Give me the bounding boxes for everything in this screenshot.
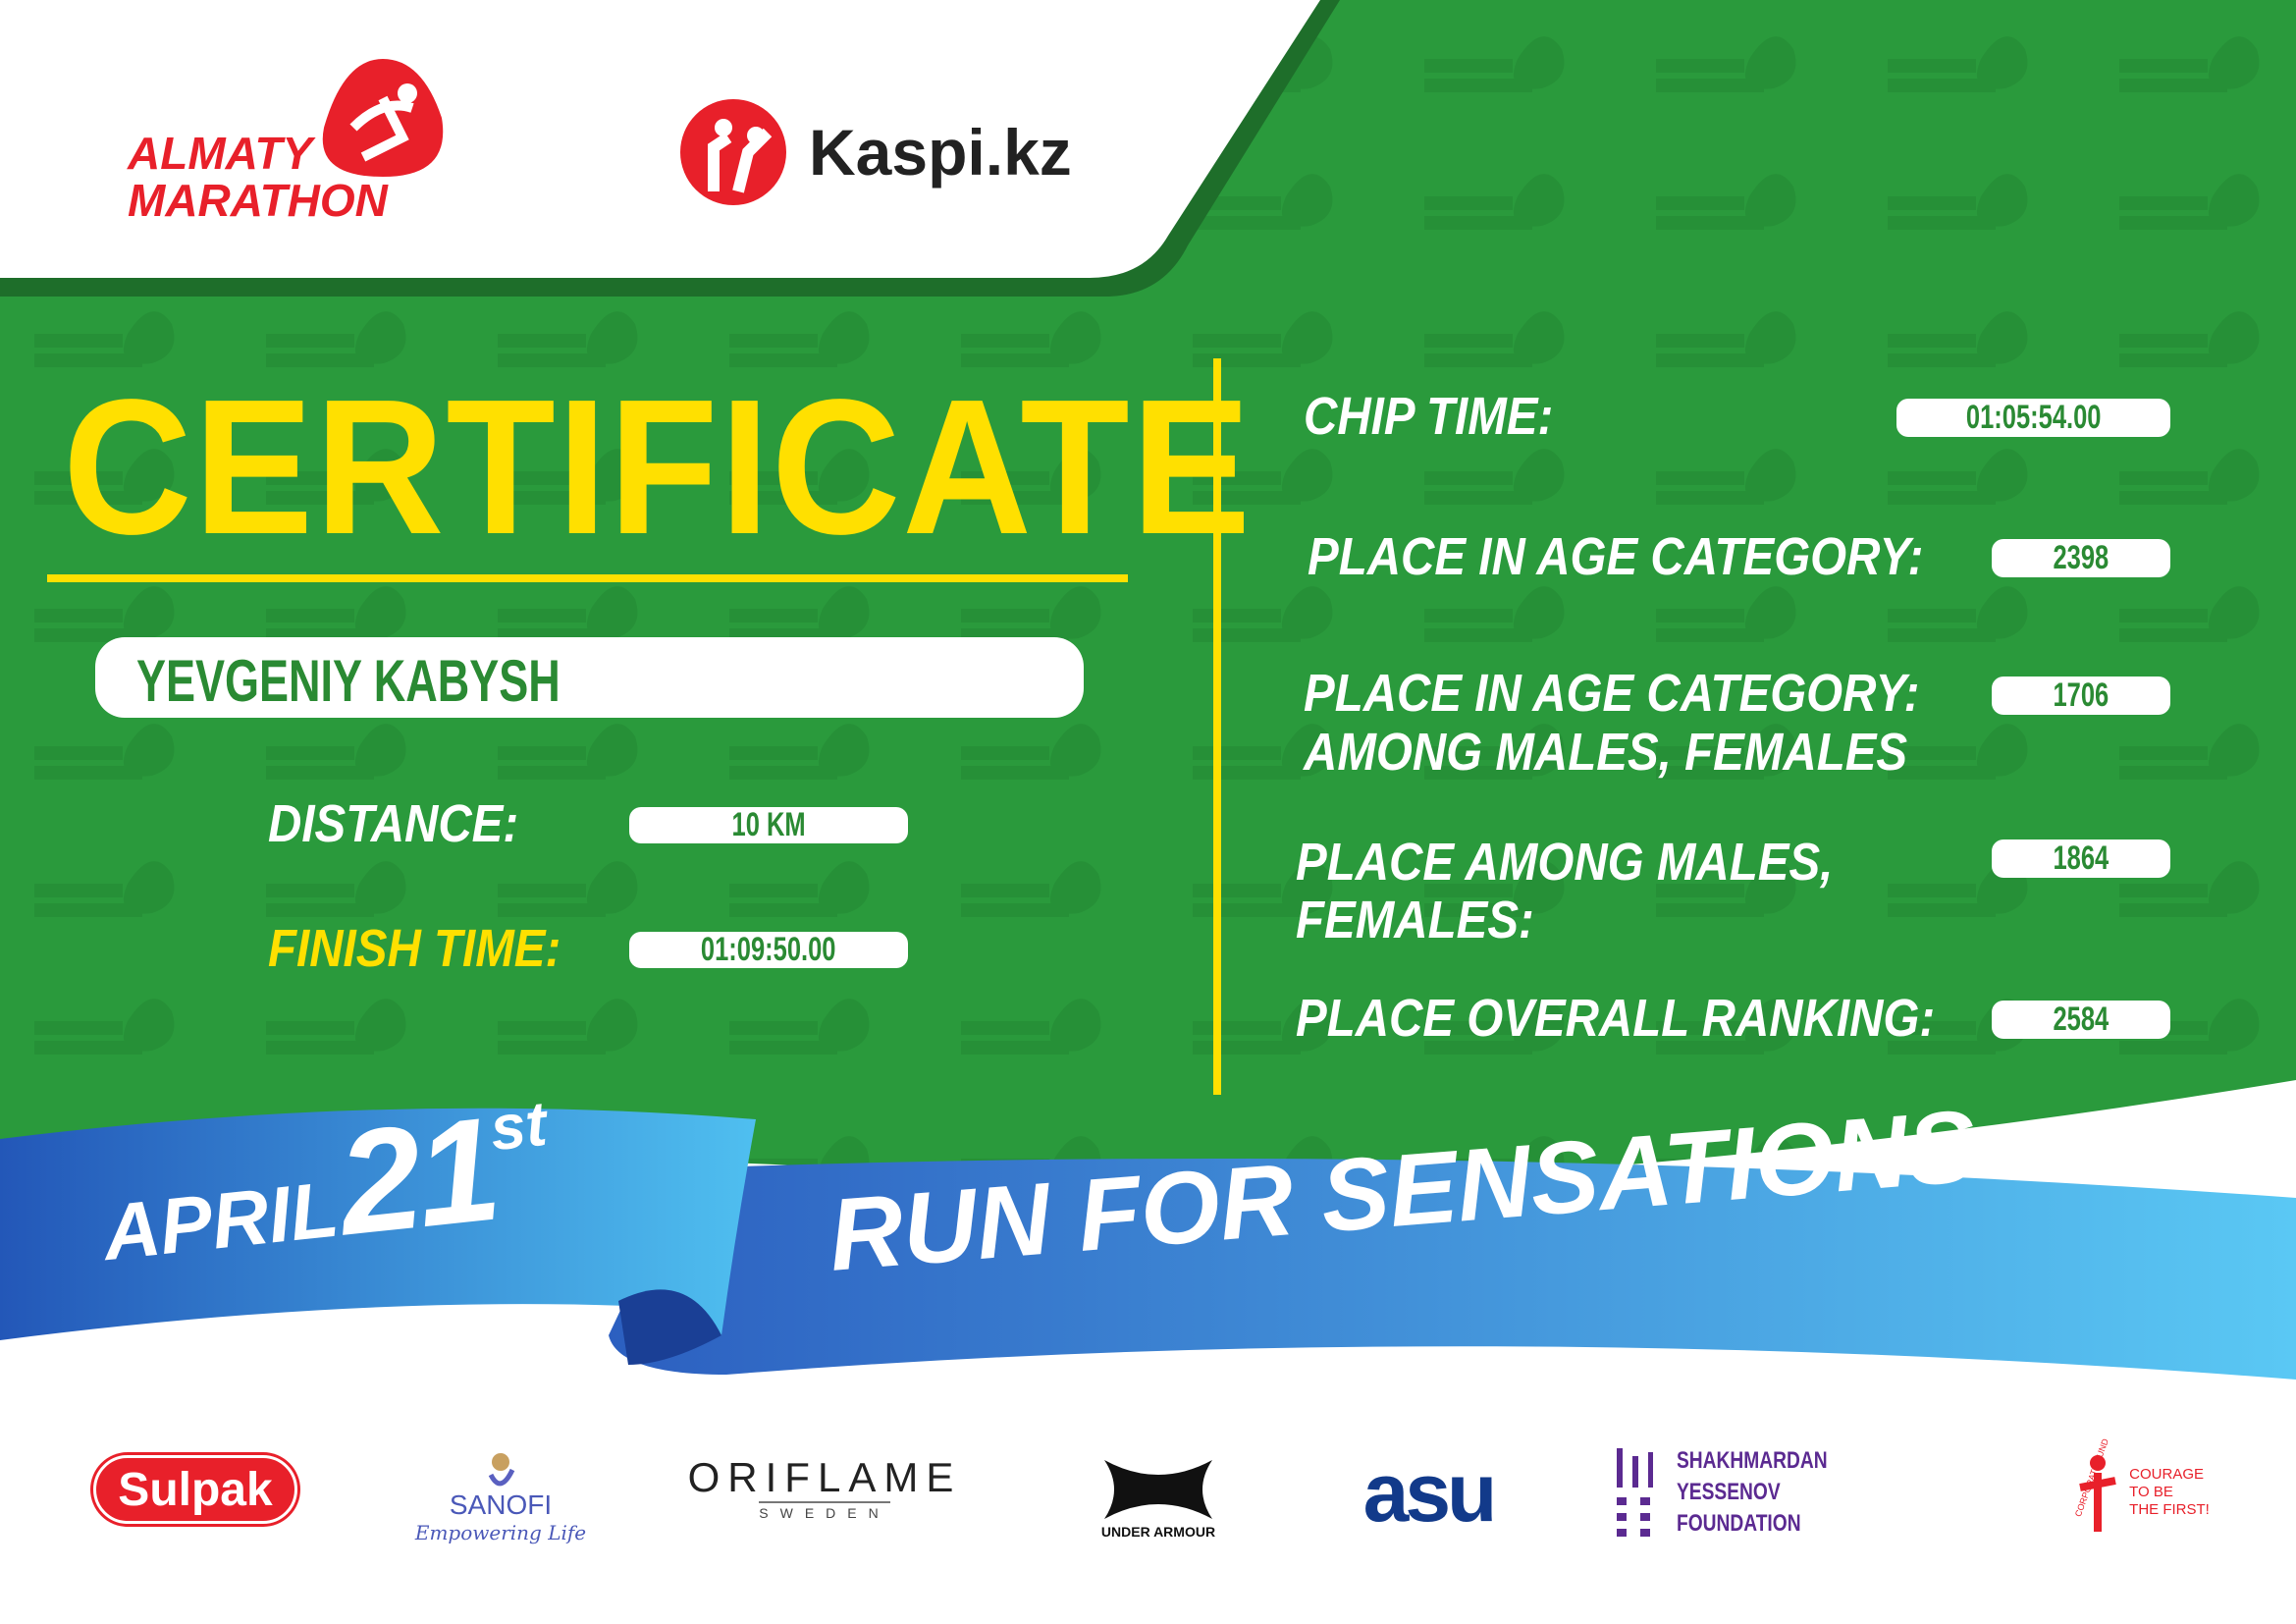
distance-label: DISTANCE: — [268, 794, 519, 853]
column-divider — [1213, 358, 1221, 1095]
sponsor-yessenov: SHAKHMARDAN YESSENOV FOUNDATION — [1615, 1443, 1949, 1542]
gender-place-label-1: PLACE AMONG MALES, — [1296, 833, 1834, 892]
certificate-title: CERTIFICATE — [63, 359, 1253, 574]
distance-value: 10 KM — [629, 806, 908, 843]
sanofi-icon — [488, 1453, 515, 1487]
age-category-label: PLACE IN AGE CATEGORY: — [1308, 527, 1924, 586]
chip-time-value: 01:05:54.00 — [1896, 399, 2170, 437]
age-category-gender-label-1: PLACE IN AGE CATEGORY: — [1304, 664, 1920, 723]
almaty-marathon-logo: ALMATY MARATHON — [128, 59, 461, 226]
gender-place-label-2: FEMALES: — [1296, 891, 1534, 949]
sponsor-asu: asu — [1362, 1445, 1498, 1539]
finish-time-label: FINISH TIME: — [268, 919, 561, 978]
under-armour-icon — [1104, 1460, 1212, 1519]
participant-name: YEVGENIY KABYSH — [136, 648, 561, 714]
overall-ranking-label: PLACE OVERALL RANKING: — [1296, 989, 1936, 1048]
sponsor-under-armour: UNDER ARMOUR — [1070, 1443, 1247, 1551]
title-underline — [47, 574, 1128, 582]
age-category-gender-value: 1706 — [1992, 677, 2170, 715]
finish-time-value: 01:09:50.00 — [629, 931, 908, 968]
age-category-value: 2398 — [1992, 539, 2170, 577]
logo-line-1: ALMATY — [128, 128, 313, 179]
sponsor-sanofi: SANOFI Empowering Life — [412, 1443, 589, 1551]
date-day: 21 — [331, 1085, 504, 1267]
sponsor-sulpak: Sulpak — [93, 1455, 297, 1524]
courage-runner-icon — [2079, 1455, 2116, 1532]
kaspi-icon — [680, 99, 786, 205]
sponsor-courage-fund: CORPORATE FUND COURAGE TO BE THE FIRST! — [2052, 1437, 2218, 1542]
overall-ranking-value: 2584 — [1992, 1001, 2170, 1039]
date-month: APRIL — [98, 1164, 343, 1277]
sponsor-oriflame: ORIFLAME SWEDEN — [687, 1454, 962, 1521]
runner-icon — [322, 59, 444, 177]
logo-line-2: MARATHON — [128, 175, 388, 226]
date-suffix: st — [487, 1087, 551, 1164]
age-category-gender-label-2: AMONG MALES, FEMALES — [1304, 723, 1908, 782]
yessenov-icon — [1617, 1448, 1653, 1537]
kaspi-text: Kaspi.kz — [809, 116, 1072, 189]
kaspi-logo: Kaspi.kz — [679, 98, 1072, 206]
gender-place-value: 1864 — [1992, 839, 2170, 878]
chip-time-label: CHIP TIME: — [1304, 387, 1554, 446]
participant-name-box: YEVGENIY KABYSH — [95, 637, 1084, 718]
banner-ribbon — [0, 1080, 2296, 1624]
header-panel — [0, 0, 1340, 297]
